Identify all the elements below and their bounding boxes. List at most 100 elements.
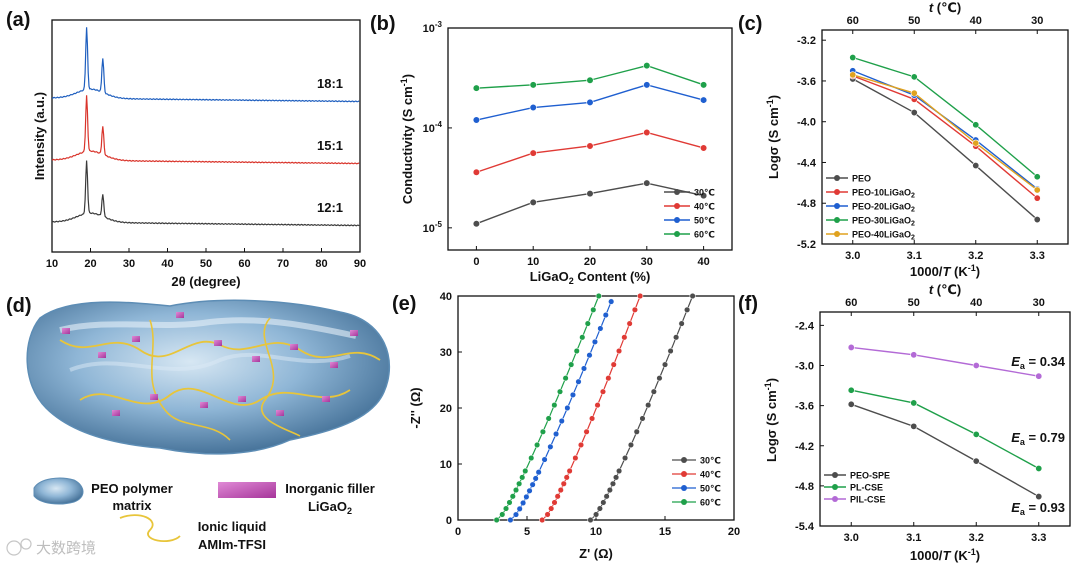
c-data-point — [910, 73, 918, 81]
e-data-point — [689, 292, 696, 300]
f-data-point — [910, 399, 918, 407]
e-data-point — [631, 306, 638, 313]
e-data-point — [610, 361, 617, 368]
filler-particle — [214, 340, 222, 346]
e-data-point — [616, 467, 623, 475]
panel-f-frame — [819, 311, 1071, 527]
gel-highlight — [59, 317, 357, 339]
b-data-point — [586, 190, 594, 198]
filler-particle — [132, 336, 140, 342]
f-y-tick-label: -3.0 — [795, 361, 814, 373]
b-data-point — [586, 98, 594, 107]
c-data-point — [1033, 194, 1041, 202]
b-legend-marker — [674, 217, 680, 223]
e-data-point — [554, 493, 561, 500]
panel-b-plot-area: 0 10 20 30 40 10-5 10-4 10-3 — [423, 20, 710, 268]
e-data-point — [516, 480, 523, 487]
e-data-point — [566, 467, 573, 475]
e-data-point — [633, 428, 640, 435]
c-data-point — [972, 139, 980, 147]
peo-matrix-legend-icon — [33, 477, 84, 505]
gel-highlight-2 — [69, 352, 351, 372]
f-legend-marker — [832, 496, 838, 502]
b-data-point — [529, 149, 537, 157]
f-data-point — [1035, 493, 1043, 501]
c-y-tick-label: -3.6 — [797, 76, 816, 88]
panel-c: (c) 3.0 3.1 3.2 3.3 60 50 40 30 -5.2 -4.8 -4.4 -4.0… — [738, 0, 1069, 279]
c-y-tick-label: -4.0 — [797, 117, 816, 129]
b-x-tick-label: 10 — [527, 256, 539, 268]
f-x-tick-label: 3.0 — [844, 532, 859, 544]
e-data-point — [551, 499, 558, 506]
panel-e-legend: 30℃ 40℃ 50℃ 60℃ — [672, 456, 721, 508]
e-legend-marker — [681, 485, 687, 491]
e-data-point — [557, 487, 564, 494]
e-data-point — [602, 312, 609, 319]
panel-b-frame — [447, 27, 733, 251]
filler-particle — [252, 356, 260, 362]
b-legend-marker — [674, 203, 680, 209]
e-y-tick-label: 40 — [440, 291, 452, 303]
f-series-line — [851, 346, 1039, 377]
e-data-point — [553, 430, 560, 438]
c-y-tick-label: -4.8 — [797, 198, 816, 210]
legend-peo-line2: matrix — [112, 498, 152, 513]
f-data-point — [847, 343, 855, 351]
e-data-point — [599, 388, 607, 395]
f-series-line — [851, 389, 1040, 470]
e-data-point — [684, 306, 691, 313]
f-top-tick-label: 60 — [845, 297, 857, 309]
c-data-point — [910, 109, 918, 117]
panel-e-plot-area: 0 5 10 15 20 0 10 20 30 40 — [440, 291, 740, 538]
filler-particle — [176, 312, 184, 318]
e-data-point — [575, 378, 582, 385]
e-data-point — [509, 493, 516, 500]
a-series-18:1 — [52, 27, 360, 103]
f-ea-label: Ea = 0.34 — [1011, 354, 1066, 371]
b-data-point — [699, 144, 708, 152]
c-legend-marker — [834, 203, 840, 209]
c-x-tick-label: 3.2 — [968, 250, 983, 262]
e-legend-marker — [681, 499, 687, 505]
c-legend-marker — [834, 231, 840, 237]
b-y-tick-label: 10-4 — [423, 120, 443, 135]
panel-b-ylabel: Conductivity (S cm-1) — [399, 74, 415, 204]
f-data-point — [972, 361, 980, 369]
e-data-point — [656, 375, 663, 382]
b-data-point — [643, 62, 651, 70]
b-data-point — [529, 198, 537, 206]
e-data-point — [596, 505, 603, 512]
e-data-point — [548, 505, 555, 512]
c-series-line — [852, 78, 1038, 221]
e-data-point — [597, 325, 604, 332]
f-ea-label: Ea = 0.79 — [1011, 430, 1065, 447]
panel-a-plot-area: 18:1 15:1 12:1 — [51, 27, 360, 227]
panel-c-xlabel: 1000/T (K-1) — [910, 263, 980, 279]
f-data-point — [972, 430, 980, 438]
panel-d: (d) — [6, 295, 391, 557]
f-legend-label: PL-CSE — [850, 483, 883, 493]
f-x-tick-label: 3.3 — [1031, 532, 1046, 544]
c-legend-marker — [834, 189, 840, 195]
f-ea-label: Ea = 0.93 — [1011, 500, 1065, 517]
b-data-point — [643, 81, 651, 89]
e-data-point — [512, 487, 520, 494]
f-y-tick-label: -5.4 — [795, 521, 815, 533]
panel-e-xlabel: Z' (Ω) — [579, 546, 613, 561]
panel-c-ylabel: Logσ (S cm-1) — [765, 95, 781, 179]
f-top-tick-label: 50 — [908, 297, 920, 309]
c-legend-label: PEO-30LiGaO2 — [852, 216, 915, 228]
e-data-point — [661, 361, 669, 368]
f-legend-marker — [832, 484, 838, 490]
e-data-point — [591, 338, 598, 345]
e-data-point — [650, 388, 657, 395]
panel-a-ylabel: Intensity (a.u.) — [32, 92, 47, 180]
c-legend-label: PEO-20LiGaO2 — [852, 202, 915, 214]
e-data-point — [493, 516, 500, 524]
e-data-point — [544, 511, 551, 518]
b-data-point — [472, 84, 481, 92]
e-data-point — [529, 481, 536, 488]
b-data-point — [586, 76, 594, 84]
e-y-tick-label: 0 — [446, 515, 452, 527]
a-series-12:1 — [51, 160, 360, 227]
